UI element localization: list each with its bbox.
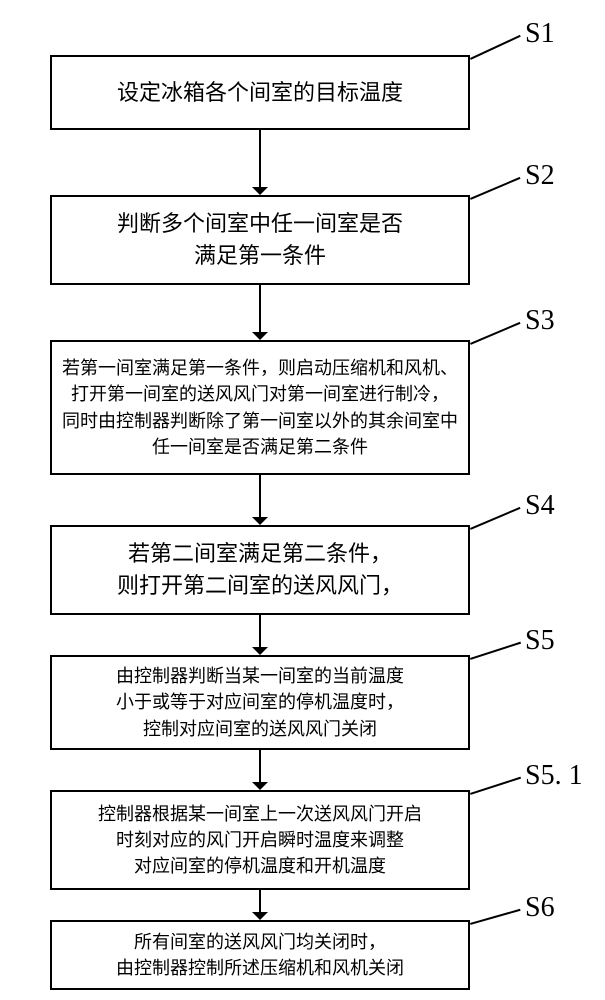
step-label-s4: S4 xyxy=(525,490,555,522)
leader-line-s4 xyxy=(470,507,521,530)
leader-line-s1 xyxy=(470,35,521,60)
arrow-head-s5 xyxy=(252,647,268,655)
step-box-s6: 所有间室的送风风门均关闭时， 由控制器控制所述压缩机和风机关闭 xyxy=(50,920,470,990)
step-text-s3: 若第一间室满足第一条件，则启动压缩机和风机、 打开第一间室的送风风门对第一间室进… xyxy=(62,355,458,459)
step-text-s4: 若第二间室满足第二条件， 则打开第二间室的送风风门， xyxy=(117,538,403,602)
arrow-stem-s51 xyxy=(259,750,261,782)
leader-line-s5 xyxy=(470,642,521,660)
step-box-s1: 设定冰箱各个间室的目标温度 xyxy=(50,55,470,130)
step-text-s5: 由控制器判断当某一间室的当前温度 小于或等于对应间室的停机温度时， 控制对应间室… xyxy=(116,663,404,741)
leader-line-s3 xyxy=(470,322,521,345)
step-label-s51: S5. 1 xyxy=(525,760,583,792)
arrow-head-s4 xyxy=(252,517,268,525)
leader-line-s2 xyxy=(470,177,521,200)
step-label-s3: S3 xyxy=(525,305,555,337)
step-label-s5: S5 xyxy=(525,625,555,657)
arrow-stem-s6 xyxy=(259,890,261,912)
step-label-s1: S1 xyxy=(525,18,555,50)
step-label-s2: S2 xyxy=(525,160,555,192)
step-box-s5: 由控制器判断当某一间室的当前温度 小于或等于对应间室的停机温度时， 控制对应间室… xyxy=(50,655,470,750)
arrow-stem-s3 xyxy=(259,285,261,332)
step-text-s51: 控制器根据某一间室上一次送风风门开启 时刻对应的风门开启瞬时温度来调整 对应间室… xyxy=(98,801,422,879)
arrow-head-s2 xyxy=(252,187,268,195)
step-text-s2: 判断多个间室中任一间室是否 满足第一条件 xyxy=(117,208,403,272)
flowchart-canvas: 设定冰箱各个间室的目标温度 S1 判断多个间室中任一间室是否 满足第一条件 S2 若第一… xyxy=(0,0,605,1000)
step-box-s3: 若第一间室满足第一条件，则启动压缩机和风机、 打开第一间室的送风风门对第一间室进… xyxy=(50,340,470,475)
step-box-s2: 判断多个间室中任一间室是否 满足第一条件 xyxy=(50,195,470,285)
arrow-head-s3 xyxy=(252,332,268,340)
arrow-stem-s5 xyxy=(259,615,261,647)
leader-line-s6 xyxy=(470,909,521,925)
arrow-stem-s2 xyxy=(259,130,261,187)
arrow-head-s51 xyxy=(252,782,268,790)
step-text-s1: 设定冰箱各个间室的目标温度 xyxy=(117,77,403,109)
arrow-head-s6 xyxy=(252,912,268,920)
step-text-s6: 所有间室的送风风门均关闭时， 由控制器控制所述压缩机和风机关闭 xyxy=(116,929,404,981)
step-box-s51: 控制器根据某一间室上一次送风风门开启 时刻对应的风门开启瞬时温度来调整 对应间室… xyxy=(50,790,470,890)
step-box-s4: 若第二间室满足第二条件， 则打开第二间室的送风风门， xyxy=(50,525,470,615)
arrow-stem-s4 xyxy=(259,475,261,517)
step-label-s6: S6 xyxy=(525,892,555,924)
leader-line-s51 xyxy=(470,777,521,795)
